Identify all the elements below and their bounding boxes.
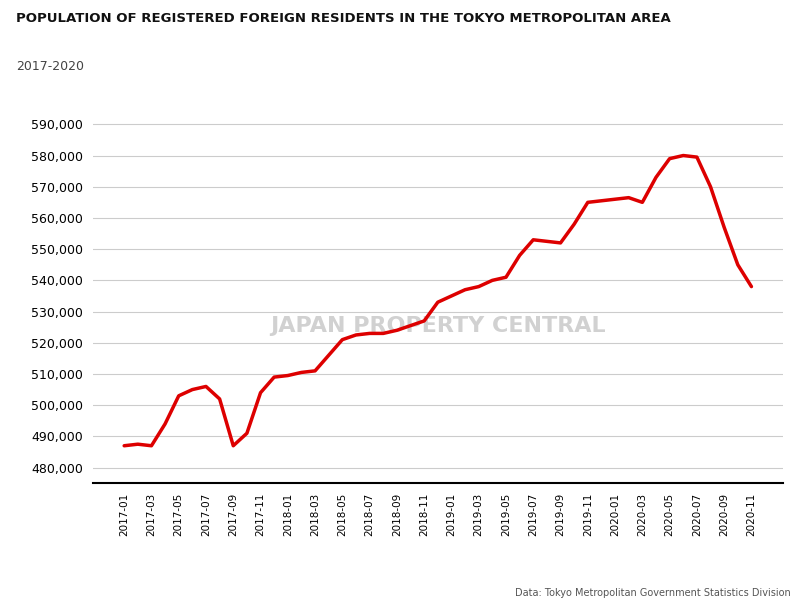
Text: Data: Tokyo Metropolitan Government Statistics Division: Data: Tokyo Metropolitan Government Stat… xyxy=(515,588,791,598)
Text: 2017-2020: 2017-2020 xyxy=(16,60,84,74)
Text: POPULATION OF REGISTERED FOREIGN RESIDENTS IN THE TOKYO METROPOLITAN AREA: POPULATION OF REGISTERED FOREIGN RESIDEN… xyxy=(16,12,671,25)
Text: JAPAN PROPERTY CENTRAL: JAPAN PROPERTY CENTRAL xyxy=(270,316,605,336)
